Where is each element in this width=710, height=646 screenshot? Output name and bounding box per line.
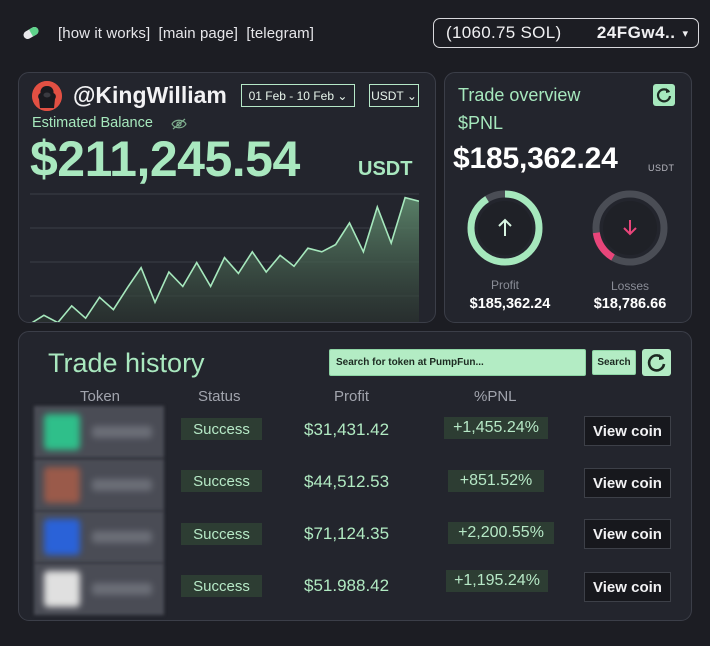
pnl-badge: +2,200.55% xyxy=(448,522,554,544)
estimated-balance-label: Estimated Balance xyxy=(32,115,153,131)
refresh-icon xyxy=(656,88,672,103)
arrow-up-icon xyxy=(498,218,512,236)
profit-cell: $31,431.42 xyxy=(304,420,390,439)
username: @KingWilliam xyxy=(73,82,227,108)
arrow-down-icon xyxy=(623,220,637,236)
trade-overview-card: Trade overview $PNL $185,362.24 USDT Pro… xyxy=(444,72,692,323)
pill-logo-icon[interactable] xyxy=(21,26,41,40)
token-logo xyxy=(44,414,80,450)
token-logo xyxy=(44,519,80,555)
chevron-down-icon: ▾ xyxy=(682,27,688,40)
currency-select[interactable]: USDT ⌄ xyxy=(369,84,419,107)
gorilla-avatar-icon xyxy=(32,81,62,111)
profit-cell: $44,512.53 xyxy=(304,472,390,491)
chart-line xyxy=(31,196,419,322)
trade-history-title: Trade history xyxy=(48,348,205,378)
nav-links: [how it works] [main page] [telegram] xyxy=(58,25,318,42)
status-badge: Success xyxy=(181,418,262,440)
view-coin-button[interactable]: View coin xyxy=(584,519,671,549)
pnl-label: $PNL xyxy=(458,113,504,133)
token-name-blurred xyxy=(92,426,152,438)
overview-title: Trade overview xyxy=(458,85,581,105)
pnl-badge: +1,195.24% xyxy=(446,570,548,592)
loss-ring-fill xyxy=(592,190,668,266)
profit-ring-fill xyxy=(467,190,543,266)
balance-chart xyxy=(30,193,419,322)
profit-cell: $51.988.42 xyxy=(304,576,390,595)
profit-label: Profit xyxy=(490,278,519,292)
refresh-overview-button[interactable] xyxy=(653,84,675,106)
date-range-select[interactable]: 01 Feb - 10 Feb ⌄ xyxy=(241,84,355,107)
profit-cell: $71,124.35 xyxy=(304,524,390,543)
refresh-history-button[interactable] xyxy=(642,349,671,376)
nav-telegram[interactable]: [telegram] xyxy=(246,25,315,42)
view-coin-button[interactable]: View coin xyxy=(584,416,671,446)
column-header-token: Token xyxy=(80,388,121,405)
chart-area xyxy=(33,197,419,322)
pnl-badge: +1,455.24% xyxy=(444,417,548,439)
token-name-blurred xyxy=(92,531,152,543)
column-header-pnl: %PNL xyxy=(474,388,517,405)
wallet-dropdown[interactable]: (1060.75 SOL) 24FGw4.. ▾ xyxy=(433,18,699,48)
nav-how-it-works[interactable]: [how it works] xyxy=(58,25,151,42)
trade-history-card: Trade history Search Token Status Profit… xyxy=(18,331,692,621)
column-header-profit: Profit xyxy=(334,388,370,405)
loss-value: $18,786.66 xyxy=(593,296,667,312)
eye-hidden-icon[interactable] xyxy=(171,118,187,130)
balance-unit: USDT xyxy=(358,158,413,180)
wallet-balance: (1060.75 SOL) xyxy=(446,23,562,42)
token-logo xyxy=(44,467,80,503)
status-badge: Success xyxy=(181,470,262,492)
status-badge: Success xyxy=(181,575,262,597)
wallet-address: 24FGw4.. xyxy=(596,23,676,42)
token-cell xyxy=(34,511,164,563)
view-coin-button[interactable]: View coin xyxy=(584,572,671,602)
loss-label: Losses xyxy=(610,279,650,293)
profit-value: $185,362.24 xyxy=(469,296,551,312)
avatar[interactable] xyxy=(32,81,62,111)
token-cell xyxy=(34,459,164,511)
pnl-badge: +851.52% xyxy=(448,470,544,492)
balance-amount: $211,245.54 xyxy=(30,131,300,187)
token-cell xyxy=(34,563,164,615)
token-cell xyxy=(34,406,164,458)
pnl-unit: USDT xyxy=(648,163,675,173)
refresh-icon xyxy=(647,354,666,372)
top-bar: [how it works] [main page] [telegram] (1… xyxy=(0,0,710,64)
status-badge: Success xyxy=(181,523,262,545)
token-name-blurred xyxy=(92,479,152,491)
pnl-value: $185,362.24 xyxy=(453,142,618,175)
view-coin-button[interactable]: View coin xyxy=(584,468,671,498)
column-header-status: Status xyxy=(198,388,241,405)
profit-ring xyxy=(467,190,543,266)
nav-main-page[interactable]: [main page] xyxy=(158,25,239,42)
token-name-blurred xyxy=(92,583,152,595)
search-button[interactable]: Search xyxy=(592,350,636,375)
loss-ring xyxy=(592,190,668,266)
balance-card: @KingWilliam 01 Feb - 10 Feb ⌄ USDT ⌄ Es… xyxy=(18,72,436,323)
token-search-input[interactable] xyxy=(329,349,586,376)
token-logo xyxy=(44,571,80,607)
